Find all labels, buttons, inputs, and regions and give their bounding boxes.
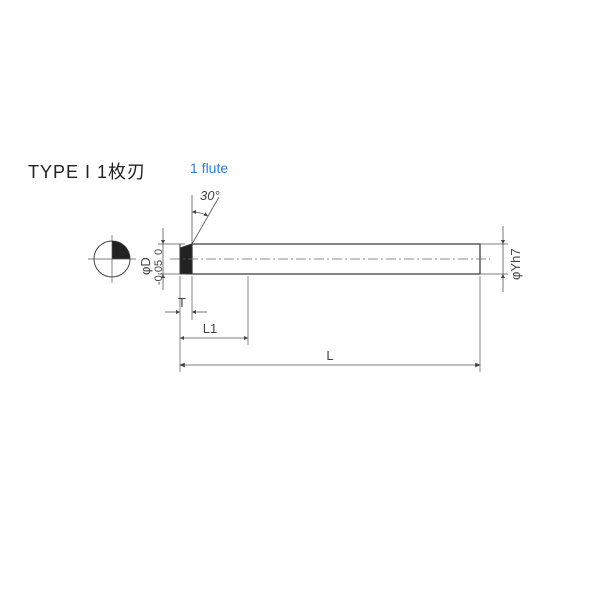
angle-marker: 30° (192, 188, 220, 244)
tool-body (170, 244, 490, 274)
l1-label: L1 (203, 321, 217, 336)
technical-drawing: 30° φD 0 -0.05 φYh7 T L1 (0, 0, 600, 600)
l-label: L (326, 348, 333, 363)
d-tol-lower: -0.05 (153, 260, 165, 285)
d-label: φD (138, 257, 153, 275)
yh7-label: φYh7 (508, 248, 523, 280)
dim-L: L (180, 276, 480, 372)
end-view-icon (88, 235, 136, 283)
dim-T: T (165, 276, 207, 320)
t-label: T (178, 295, 186, 310)
dim-L1: L1 (180, 276, 248, 345)
d-tol-upper: 0 (153, 249, 165, 255)
dim-Yh7: φYh7 (480, 226, 523, 292)
angle-label: 30° (200, 188, 220, 203)
